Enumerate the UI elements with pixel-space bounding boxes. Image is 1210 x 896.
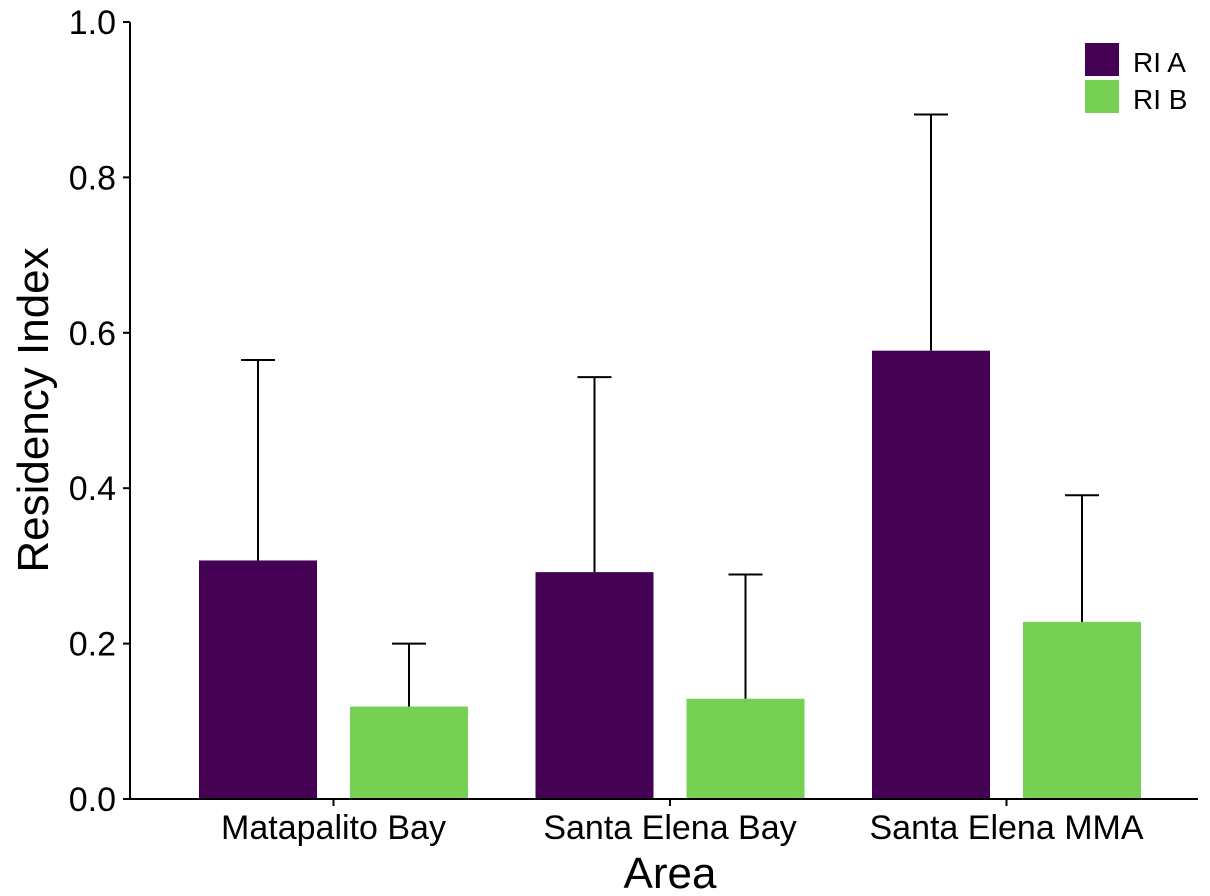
x-ticks: Matapalito Bay Santa Elena Bay Santa Elena… (221, 799, 1144, 847)
bar-ri-a-santa-elena-mma (872, 350, 990, 799)
y-tick-label-0-8: 0.8 (69, 159, 116, 197)
y-tick-label-1-0: 1.0 (69, 4, 116, 42)
error-bars-layer (241, 113, 1099, 707)
bar-ri-b-matapalito-bay (350, 706, 468, 799)
y-tick-label-0-4: 0.4 (69, 470, 116, 508)
x-tick-label-matapalito-bay: Matapalito Bay (221, 809, 446, 847)
x-tick-label-santa-elena-bay: Santa Elena Bay (543, 809, 796, 847)
bar-ri-b-santa-elena-mma (1023, 621, 1141, 799)
y-axis-title: Residency Index (9, 247, 58, 572)
legend-swatch-ri-b (1085, 80, 1119, 113)
bar-ri-a-santa-elena-bay (535, 572, 654, 799)
x-tick-label-santa-elena-mma: Santa Elena MMA (869, 809, 1143, 847)
legend-label-ri-b: RI B (1133, 84, 1187, 115)
y-tick-label-0-0: 0.0 (69, 781, 116, 819)
legend: RI A RI B (1085, 43, 1187, 115)
legend-swatch-ri-a (1085, 43, 1119, 76)
bar-ri-b-santa-elena-bay (686, 698, 805, 799)
legend-label-ri-a: RI A (1133, 47, 1186, 78)
y-ticks: 0.0 0.2 0.4 0.6 0.8 1.0 (69, 4, 130, 819)
y-tick-label-0-6: 0.6 (69, 315, 116, 353)
y-tick-label-0-2: 0.2 (69, 626, 116, 664)
bar-ri-a-matapalito-bay (199, 560, 317, 799)
x-axis-title: Area (624, 849, 717, 896)
bars-layer (199, 350, 1141, 799)
